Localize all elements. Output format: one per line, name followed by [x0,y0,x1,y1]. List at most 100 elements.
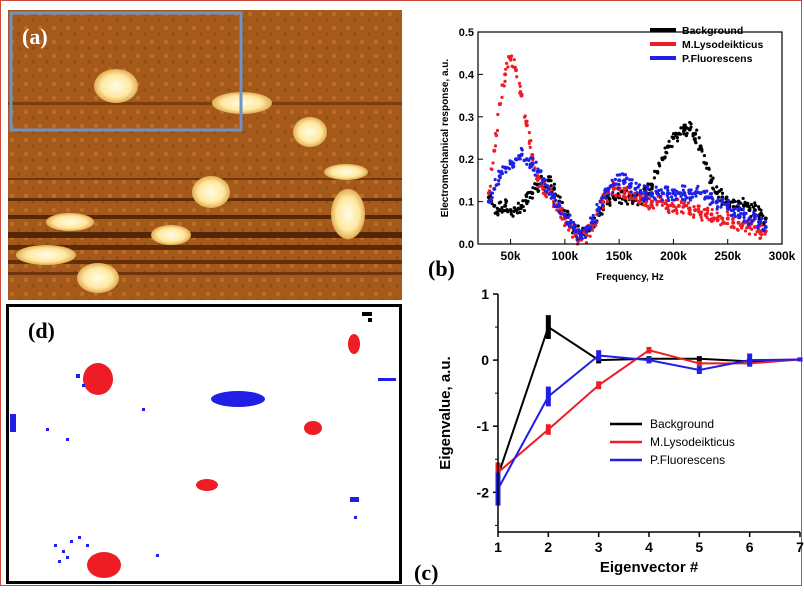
data-point [732,225,735,228]
data-point [651,184,654,187]
eigen-x-tick-label: 6 [746,539,754,555]
data-point [667,199,670,202]
data-point [617,178,621,182]
data-point [549,179,552,182]
data-point [657,189,660,192]
data-point [637,186,640,189]
legend-label: Background [682,25,743,37]
spectrum-y-tick-label: 0.0 [459,239,474,251]
data-point [618,183,621,186]
data-point [686,132,689,135]
data-point [679,133,682,136]
data-point [688,197,691,200]
data-point [754,204,757,207]
data-point [705,190,708,193]
data-point [601,195,605,199]
eigen-y-axis-label: Eigenvalue, a.u. [437,356,454,469]
data-point [700,219,703,222]
data-point [544,194,547,197]
data-point [496,113,499,116]
data-point [727,202,730,205]
data-point [675,197,678,200]
data-point [601,204,604,207]
eigen-x-tick-label: 1 [494,539,502,555]
legend-label: Background [650,417,714,431]
data-point [694,195,697,198]
data-point [608,204,611,207]
data-point [496,129,499,132]
data-point [756,230,759,233]
data-point [495,134,498,137]
spectrum-x-tick-label: 250k [714,249,741,263]
legend-label: P.Fluorescens [682,53,753,65]
data-point [719,206,722,209]
eigen-y-tick-label: -2 [477,484,490,500]
data-point [586,225,589,228]
data-point [494,212,497,215]
data-point [499,201,502,204]
data-point [537,190,540,193]
data-point [682,211,685,214]
data-point [689,122,692,125]
eigen-x-tick-label: 2 [544,539,552,555]
data-point [756,214,759,217]
data-point [739,212,742,215]
data-point [663,156,666,159]
data-point [504,68,507,71]
data-point [692,205,695,208]
data-point [539,182,542,185]
data-point [716,211,719,214]
data-point [527,159,530,162]
data-point [721,192,724,195]
spectrum-y-axis-label: Electromechanical response, a.u. [440,59,451,218]
spectrum-x-tick-label: 100k [552,249,579,263]
data-point [667,196,670,199]
data-point [503,80,506,83]
classification-map-panel: (d) [6,304,402,584]
data-point [504,170,507,173]
data-point [657,162,660,165]
data-point [625,176,628,179]
data-point [544,183,547,186]
data-point [760,233,763,236]
data-point [584,236,587,239]
spectrum-y-tick-label: 0.5 [459,27,474,39]
data-point [685,196,688,199]
data-point [679,126,682,129]
data-point [631,202,634,205]
data-point [517,157,520,160]
data-point [491,196,494,199]
data-point [525,195,528,198]
data-point [744,229,747,232]
spectrum-y-tick-label: 0.2 [459,154,474,166]
data-point [695,187,698,190]
data-point [618,173,621,176]
data-point [495,183,498,186]
data-point [597,206,600,209]
data-point [712,176,715,179]
data-point [638,199,641,202]
data-point [655,203,658,206]
data-point [611,179,614,182]
data-point [553,186,556,189]
data-point [522,205,525,208]
data-point [674,132,677,135]
data-point [718,189,721,192]
data-point [748,226,751,229]
data-point [651,187,654,190]
data-point [715,185,718,188]
spectrum-x-tick-label: 200k [660,249,687,263]
data-point [689,212,692,215]
data-point [523,209,526,212]
data-point [687,201,690,204]
data-point [635,182,638,185]
data-point [544,189,547,192]
data-point [739,215,742,218]
data-point [514,68,518,72]
spectrum-x-tick-label: 150k [606,249,633,263]
data-point [614,183,617,186]
data-point [694,190,697,193]
data-point [558,196,561,199]
eigenvalue-chart-panel: 1 0 -1 -2 1 2 3 4 5 6 7 Eigenvalue, a.u. Eigenvect… [404,282,804,588]
data-point [566,210,569,213]
